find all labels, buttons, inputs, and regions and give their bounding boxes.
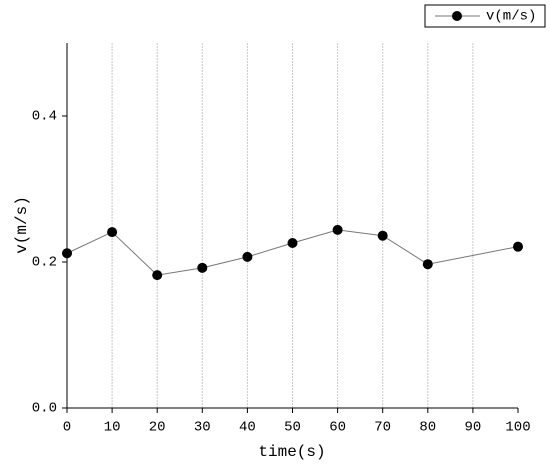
data-point: [197, 262, 208, 273]
x-tick-label: 10: [104, 420, 121, 436]
x-tick-label: 40: [239, 420, 256, 436]
y-tick-label: 0.0: [32, 401, 57, 417]
y-tick-label: 0.4: [32, 109, 57, 125]
x-tick-label: 100: [505, 420, 530, 436]
data-point: [62, 248, 72, 259]
legend-label: v(m/s): [486, 9, 536, 25]
data-point: [332, 224, 343, 235]
x-tick-label: 20: [149, 420, 166, 436]
legend-marker: [452, 11, 462, 21]
data-point: [107, 227, 118, 238]
x-tick-label: 30: [194, 420, 211, 436]
x-tick-label: 0: [63, 420, 71, 436]
x-tick-label: 90: [464, 420, 481, 436]
legend-box: [424, 4, 546, 28]
data-point: [513, 241, 523, 252]
series-line: [66, 229, 519, 276]
x-tick-label: 80: [419, 420, 436, 436]
y-tick-label: 0.2: [32, 255, 57, 271]
x-axis-label: time(s): [258, 443, 325, 461]
x-tick-label: 70: [374, 420, 391, 436]
data-point: [242, 251, 253, 262]
data-point: [422, 259, 433, 270]
x-tick-label: 50: [284, 420, 301, 436]
x-tick-label: 60: [329, 420, 346, 436]
data-point: [377, 230, 388, 241]
y-axis-label: v(m/s): [13, 196, 31, 254]
data-point: [152, 270, 163, 281]
data-point: [287, 238, 298, 249]
